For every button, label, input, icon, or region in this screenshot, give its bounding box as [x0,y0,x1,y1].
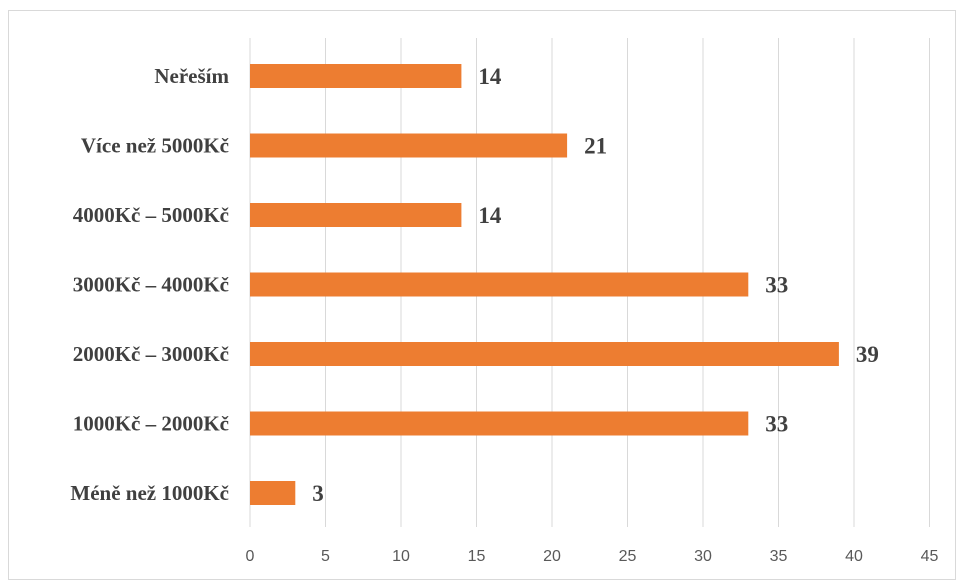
x-tick-label: 45 [921,548,939,565]
category-label: 3000Kč – 4000Kč [73,273,229,297]
x-tick-label: 25 [619,548,637,565]
bar [250,272,749,297]
bar [250,64,462,88]
category-label: Neřeším [154,64,229,88]
x-tick-label: 30 [694,548,712,565]
x-tick-label: 20 [543,548,561,565]
bars [250,64,839,505]
category-label: 2000Kč – 3000Kč [73,342,229,366]
bar [250,342,839,366]
x-tick-label: 10 [392,548,410,565]
data-label: 33 [765,412,788,437]
bar [250,411,749,436]
labels: 0 5 10 15 20 25 30 35 40 45 Neřeším 14 Více než 5000… [70,64,938,565]
x-tick-label: 40 [845,548,863,565]
data-label: 33 [765,273,788,298]
data-label: 3 [312,481,324,506]
x-tick-label: 35 [770,548,788,565]
x-tick-label: 0 [246,548,255,565]
x-tick-label: 5 [321,548,330,565]
category-label: Méně než 1000Kč [70,481,229,505]
bar [250,133,568,158]
x-tick-label: 15 [468,548,486,565]
category-label: 4000Kč – 5000Kč [73,203,229,227]
category-label: 1000Kč – 2000Kč [73,412,229,436]
data-label: 14 [478,64,502,89]
bar [250,203,462,227]
gridlines [249,38,930,527]
data-label: 39 [856,342,879,367]
category-label: Více než 5000Kč [81,134,229,158]
data-label: 14 [478,203,502,228]
data-label: 21 [584,134,607,159]
bar [250,481,296,505]
